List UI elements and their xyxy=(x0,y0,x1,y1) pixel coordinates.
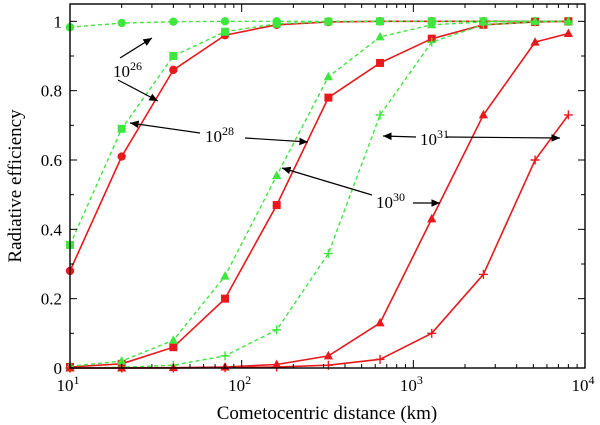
data-point-triangle xyxy=(220,271,230,280)
data-point-triangle xyxy=(117,356,127,365)
x-tick-label: 102 xyxy=(228,373,251,395)
data-point-triangle xyxy=(375,31,385,41)
data-point-square xyxy=(272,201,281,210)
data-point-square xyxy=(221,294,230,303)
data-point-square xyxy=(169,343,178,352)
data-point-circle xyxy=(117,152,126,161)
annotation-10-30-exp: 30 xyxy=(393,190,405,204)
data-point-triangle xyxy=(427,213,437,223)
data-point-square xyxy=(272,19,281,28)
data-point-square xyxy=(324,17,333,26)
data-point-triangle xyxy=(478,109,489,119)
data-point-plus xyxy=(530,17,540,27)
x-axis-label: Cometocentric distance (km) xyxy=(217,403,438,424)
arrow-10-26-upper xyxy=(119,37,153,59)
x-tick-label: 103 xyxy=(400,373,423,395)
y-tick-label: 0.8 xyxy=(41,82,62,101)
arrow-10-31-left xyxy=(382,132,417,141)
series-1 xyxy=(65,17,573,276)
data-point-plus xyxy=(478,20,488,30)
data-point-circle xyxy=(169,17,178,26)
data-point-circle xyxy=(220,17,230,26)
data-point-square xyxy=(117,124,126,133)
annotation-10-26: 1026 xyxy=(113,59,142,81)
data-point-triangle xyxy=(427,19,437,29)
y-tick-label: 0.2 xyxy=(41,290,62,309)
y-tick-label: 0.4 xyxy=(41,220,63,239)
annotation-10-28-exp: 28 xyxy=(222,124,234,138)
arrow-10-28-right xyxy=(244,137,309,146)
data-point-triangle xyxy=(530,37,540,46)
annotation-10-31: 1031 xyxy=(420,127,449,149)
arrow-10-31-right xyxy=(445,134,561,142)
data-point-square xyxy=(169,52,178,60)
data-point-circle xyxy=(169,65,178,75)
y-tick-label: 0 xyxy=(54,359,63,378)
data-point-plus xyxy=(375,110,385,120)
y-tick-label: 0.6 xyxy=(41,151,62,170)
data-point-plus xyxy=(427,37,437,47)
data-point-triangle xyxy=(323,71,333,81)
annotation-10-30-base: 10 xyxy=(376,193,393,212)
data-point-plus xyxy=(563,110,573,120)
data-point-plus xyxy=(530,155,540,165)
data-point-plus xyxy=(563,16,573,26)
arrow-10-26-lower xyxy=(117,79,159,102)
annotation-10-26-base: 10 xyxy=(113,62,130,81)
axis-ticks: 0 0.2 0.4 0.6 0.8 1 101 102 103 104 xyxy=(41,4,595,395)
arrow-10-30-left xyxy=(281,166,373,196)
series-5 xyxy=(65,28,573,372)
series-line xyxy=(69,20,569,367)
series-line xyxy=(69,20,569,246)
annotation-10-28-base: 10 xyxy=(205,127,222,146)
data-point-square xyxy=(221,27,230,36)
data-point-triangle xyxy=(272,170,282,180)
arrow-10-28-left xyxy=(129,120,201,134)
annotation-arrows xyxy=(117,37,561,207)
annotation-10-31-exp: 31 xyxy=(437,127,449,141)
data-point-triangle xyxy=(168,335,178,344)
y-tick-label: 1 xyxy=(54,12,63,31)
series-line xyxy=(69,20,569,368)
data-point-plus xyxy=(427,328,437,338)
data-point-plus xyxy=(375,354,385,364)
x-tick-label: 104 xyxy=(572,373,595,395)
series-line xyxy=(70,114,570,369)
plot-frame xyxy=(69,3,586,369)
data-point-triangle xyxy=(563,28,573,37)
data-point-triangle xyxy=(323,350,333,360)
annotation-10-30: 1030 xyxy=(376,190,405,212)
series-line xyxy=(70,32,569,369)
annotation-10-26-exp: 26 xyxy=(130,59,142,73)
data-point-plus xyxy=(323,249,333,259)
data-point-plus xyxy=(478,269,488,279)
series-line xyxy=(69,20,569,369)
series-7 xyxy=(65,110,573,373)
data-point-circle xyxy=(117,18,126,28)
data-point-plus xyxy=(272,325,282,335)
data-point-plus xyxy=(272,362,282,372)
x-tick-label: 101 xyxy=(57,373,80,395)
series-2 xyxy=(66,17,573,249)
data-point-square xyxy=(324,93,333,102)
y-axis-label: Radiative efficiency xyxy=(5,109,26,263)
data-point-square xyxy=(376,58,385,67)
data-point-triangle xyxy=(375,317,385,327)
annotation-10-31-base: 10 xyxy=(420,130,437,149)
data-point-plus xyxy=(220,351,230,361)
annotation-10-28: 1028 xyxy=(205,124,234,146)
series-line xyxy=(69,20,569,272)
data-point-square xyxy=(376,17,385,26)
